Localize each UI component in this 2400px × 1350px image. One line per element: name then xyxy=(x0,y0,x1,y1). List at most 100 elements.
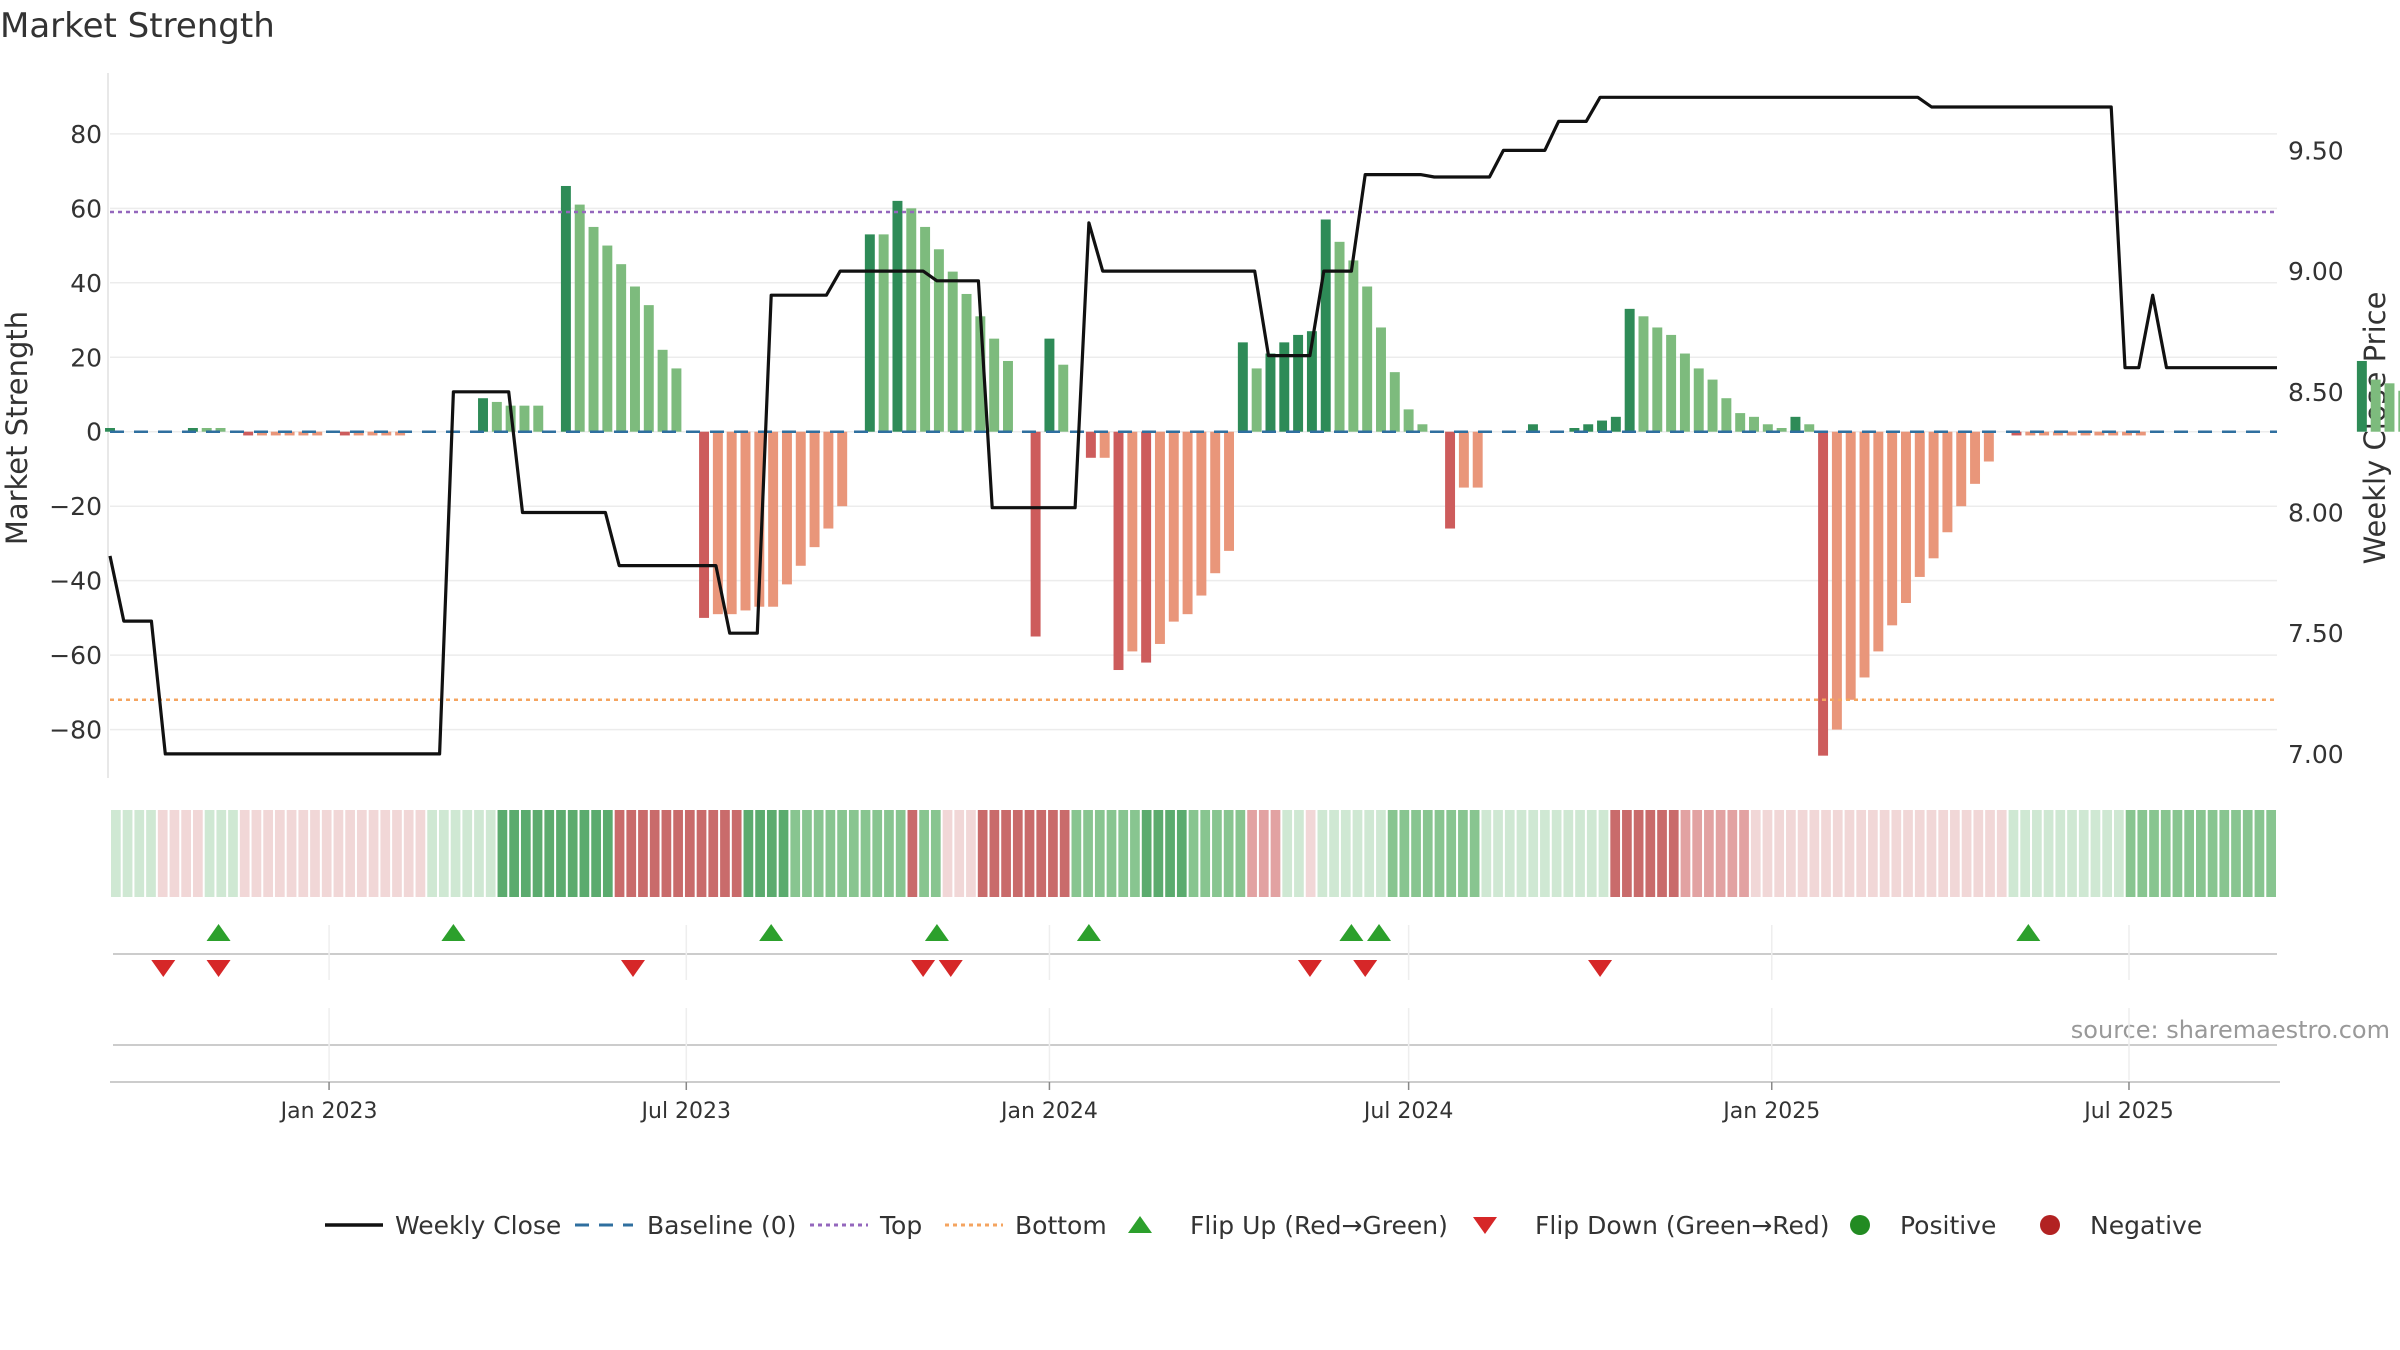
right-tick-label: 8.00 xyxy=(2288,498,2344,527)
flip-down-marker xyxy=(621,960,646,977)
regime-cell xyxy=(684,810,695,897)
regime-cell xyxy=(263,810,273,897)
strength-bar xyxy=(989,338,1000,432)
left-tick-label: −40 xyxy=(49,567,102,596)
strength-bar xyxy=(878,234,889,432)
regime-cell xyxy=(1024,810,1035,897)
regime-cell xyxy=(1212,810,1222,897)
strength-bar xyxy=(947,271,958,432)
regime-cell xyxy=(532,810,543,897)
regime-cell xyxy=(228,810,238,897)
regime-cell xyxy=(438,810,449,897)
strength-bar xyxy=(339,431,350,436)
regime-cell xyxy=(122,810,133,897)
regime-cell xyxy=(1657,810,1667,897)
regime-cell xyxy=(1891,810,1902,897)
regime-cell xyxy=(930,810,941,897)
regime-cell xyxy=(2090,810,2101,897)
strength-bar xyxy=(1279,342,1290,432)
regime-cell xyxy=(743,810,754,897)
strength-bar xyxy=(1154,431,1165,644)
regime-cell xyxy=(427,810,437,897)
strength-bar xyxy=(353,431,364,436)
regime-cell xyxy=(111,810,121,897)
regime-cell xyxy=(848,810,859,897)
strength-bar xyxy=(1818,431,1829,756)
regime-cell xyxy=(2219,810,2230,897)
strength-bar xyxy=(1610,416,1621,432)
regime-cell xyxy=(2114,810,2124,897)
strength-bar xyxy=(588,226,599,432)
legend-swatch-triangle-up xyxy=(1128,1216,1152,1233)
strength-bar xyxy=(671,368,682,432)
regime-cell xyxy=(1633,810,1644,897)
regime-cell xyxy=(544,810,555,897)
strength-bar xyxy=(1127,431,1138,652)
regime-cell xyxy=(1481,810,1492,897)
regime-cell xyxy=(673,810,683,897)
strength-bar xyxy=(1320,219,1331,432)
regime-cell xyxy=(181,810,191,897)
regime-cell xyxy=(1750,810,1761,897)
regime-cell xyxy=(485,810,496,897)
strength-bar xyxy=(2398,390,2400,432)
regime-cell xyxy=(696,810,707,897)
regime-cell xyxy=(591,810,601,897)
regime-cell xyxy=(2184,810,2195,897)
regime-cell xyxy=(1493,810,1503,897)
regime-cell xyxy=(778,810,789,897)
regime-cell xyxy=(1071,810,1082,897)
left-axis-title: Market Strength xyxy=(0,311,34,545)
legend-label: Positive xyxy=(1900,1211,1996,1240)
strength-bar xyxy=(1472,431,1483,488)
regime-cell xyxy=(298,810,309,897)
regime-cell xyxy=(1094,810,1105,897)
regime-cell xyxy=(497,810,508,897)
right-tick-label: 9.50 xyxy=(2288,136,2344,165)
strength-bar xyxy=(906,208,917,432)
regime-cell xyxy=(321,810,332,897)
strength-bar xyxy=(519,405,530,432)
strength-bar xyxy=(574,204,585,432)
strength-bar xyxy=(1389,372,1400,432)
regime-cell xyxy=(1692,810,1703,897)
regime-cell xyxy=(509,810,519,897)
flip-up-marker xyxy=(2016,924,2041,941)
strength-bar xyxy=(1914,431,1925,577)
strength-bar xyxy=(367,431,378,436)
regime-cell xyxy=(1832,810,1843,897)
flip-up-marker xyxy=(1367,924,1392,941)
left-tick-label: −80 xyxy=(49,716,102,745)
strength-bar xyxy=(2384,383,2395,432)
strength-bar xyxy=(1085,431,1096,458)
strength-bar xyxy=(1721,398,1732,432)
strength-bar xyxy=(2370,379,2381,432)
strength-bar xyxy=(1845,431,1856,700)
regime-cell xyxy=(1399,810,1410,897)
strength-bar xyxy=(215,428,226,432)
regime-cell xyxy=(146,810,156,897)
regime-cell xyxy=(216,810,227,897)
regime-cell xyxy=(1586,810,1597,897)
flip-down-marker xyxy=(1297,960,1322,977)
strength-bar xyxy=(781,431,792,585)
legend-label: Negative xyxy=(2090,1211,2202,1240)
regime-cell xyxy=(134,810,145,897)
regime-cell xyxy=(2231,810,2241,897)
regime-cell xyxy=(954,810,965,897)
strength-bar xyxy=(2122,431,2132,436)
strength-bar xyxy=(2052,431,2063,436)
regime-cell xyxy=(1223,810,1234,897)
regime-cell xyxy=(1575,810,1585,897)
strength-bar xyxy=(256,431,267,436)
regime-cell xyxy=(649,810,660,897)
strength-bar xyxy=(1776,428,1787,432)
regime-cell xyxy=(1868,810,1878,897)
regime-cell xyxy=(567,810,578,897)
strength-bar xyxy=(478,398,488,432)
strength-bar xyxy=(616,264,627,432)
strength-bar xyxy=(1196,431,1207,596)
strength-bar xyxy=(1182,431,1193,615)
regime-cell xyxy=(802,810,812,897)
regime-cell xyxy=(1914,810,1925,897)
